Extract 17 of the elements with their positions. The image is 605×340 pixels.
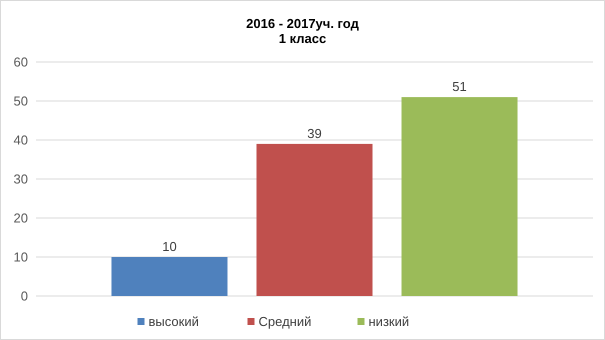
data-label: 39 — [307, 126, 322, 141]
legend-label: высокий — [148, 314, 199, 330]
bar — [256, 144, 373, 296]
bar — [111, 257, 228, 296]
y-tick-label: 20 — [14, 210, 28, 226]
y-tick-label: 60 — [14, 54, 28, 70]
legend-label: низкий — [368, 314, 410, 330]
y-tick-label: 10 — [14, 250, 28, 265]
legend-label: Средний — [258, 314, 312, 330]
data-label: 51 — [452, 79, 467, 94]
y-tick-label: 0 — [20, 288, 28, 304]
chart-title: 2016 - 2017уч. год 1 класс — [246, 16, 360, 46]
y-tick-label: 30 — [14, 172, 28, 187]
data-label: 10 — [162, 239, 177, 254]
bar — [402, 97, 518, 296]
y-tick-label: 50 — [14, 94, 28, 109]
y-tick-label: 40 — [14, 132, 28, 148]
